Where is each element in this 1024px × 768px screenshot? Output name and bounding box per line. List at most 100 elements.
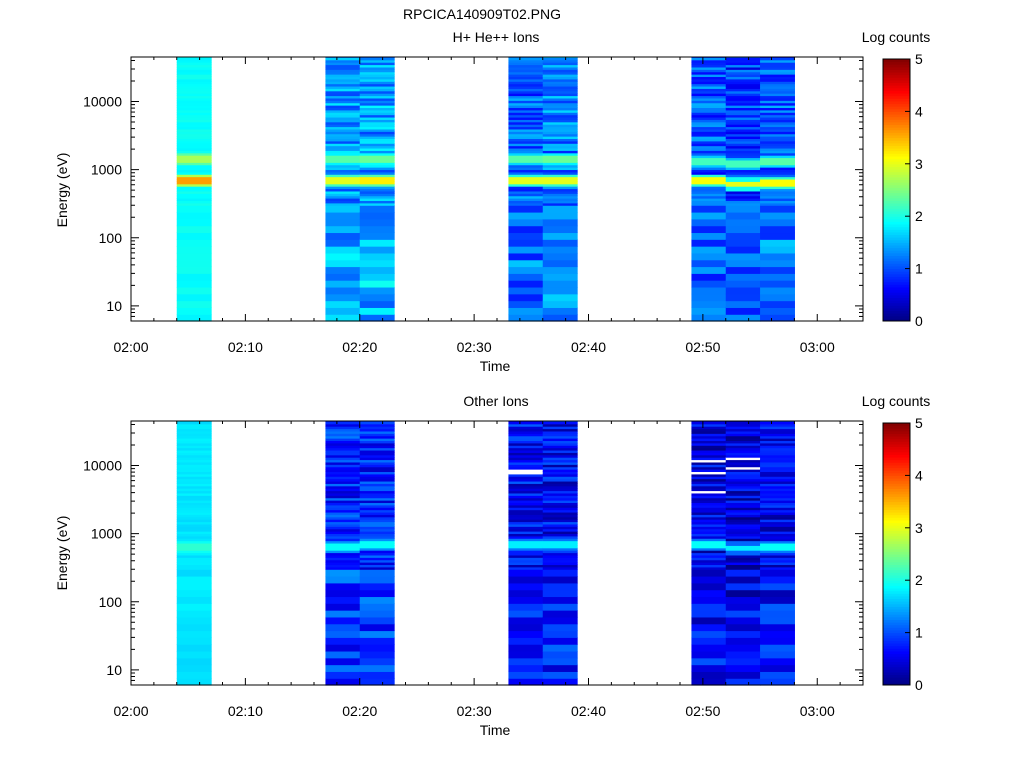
heatmap-cell bbox=[542, 293, 578, 302]
heatmap-cell bbox=[542, 473, 578, 477]
heatmap-cell bbox=[359, 183, 395, 187]
heatmap-cell bbox=[176, 535, 212, 539]
heatmap-cell bbox=[725, 225, 761, 234]
colorbar-swatch bbox=[883, 525, 910, 529]
heatmap-cell bbox=[691, 105, 727, 109]
heatmap-cell bbox=[725, 126, 761, 130]
colorbar-swatch bbox=[883, 197, 910, 201]
heatmap-cell bbox=[359, 136, 395, 140]
heatmap-cell bbox=[760, 603, 795, 611]
heatmap-cell bbox=[176, 502, 212, 506]
heatmap-cell bbox=[725, 495, 761, 499]
colorbar-swatch bbox=[883, 470, 910, 474]
heatmap-cell bbox=[760, 112, 795, 116]
heatmap-cell bbox=[725, 124, 761, 128]
colorbar-swatch bbox=[883, 161, 910, 165]
heatmap-cell bbox=[760, 542, 795, 546]
heatmap-cell bbox=[725, 74, 761, 78]
heatmap-cell bbox=[691, 78, 727, 82]
heatmap-cell bbox=[725, 531, 761, 535]
heatmap-cell bbox=[760, 535, 795, 539]
heatmap-cell bbox=[691, 511, 727, 515]
heatmap-cell bbox=[760, 502, 795, 506]
heatmap-cell bbox=[325, 102, 361, 106]
heatmap-cell bbox=[760, 480, 795, 484]
heatmap-cell bbox=[359, 162, 395, 166]
heatmap-cell bbox=[542, 64, 578, 68]
heatmap-cell bbox=[542, 671, 578, 679]
heatmap-cell bbox=[176, 552, 212, 556]
panel-other-ions: Other Ions Log counts Energy (eV) Time 0… bbox=[54, 393, 930, 738]
heatmap-cell bbox=[325, 147, 361, 151]
heatmap-cell bbox=[691, 293, 727, 302]
heatmap-cell bbox=[176, 200, 212, 204]
heatmap-cell bbox=[325, 616, 361, 625]
heatmap-cell bbox=[508, 589, 544, 598]
heatmap-cell bbox=[691, 464, 727, 468]
heatmap-cell bbox=[542, 121, 578, 125]
heatmap-cell bbox=[325, 193, 361, 197]
heatmap-cell bbox=[508, 232, 544, 240]
heatmap-cell bbox=[542, 478, 578, 482]
colorbar-swatch bbox=[883, 79, 910, 84]
heatmap-cell bbox=[508, 528, 544, 532]
colorbar-swatch bbox=[883, 179, 910, 183]
heatmap-cell bbox=[325, 202, 361, 206]
heatmap-cell bbox=[508, 95, 544, 99]
heatmap-cell bbox=[691, 476, 727, 480]
heatmap-cell bbox=[176, 183, 212, 187]
heatmap-cell bbox=[508, 71, 544, 75]
heatmap-cell bbox=[508, 190, 544, 194]
colorbar-swatch bbox=[883, 205, 910, 209]
heatmap-cell bbox=[542, 603, 578, 611]
colorbar-swatch bbox=[883, 111, 910, 115]
y-tick-label: 100 bbox=[99, 594, 123, 610]
colorbar-swatch bbox=[883, 302, 910, 306]
heatmap-cell bbox=[691, 190, 727, 194]
heatmap-cell bbox=[359, 610, 395, 618]
heatmap-cell bbox=[542, 155, 578, 159]
heatmap-cell bbox=[508, 485, 544, 489]
heatmap-cell bbox=[760, 293, 795, 302]
heatmap-cell bbox=[760, 88, 795, 92]
heatmap-cell bbox=[508, 447, 544, 451]
heatmap-cell bbox=[725, 623, 761, 632]
heatmap-cell bbox=[691, 162, 727, 166]
heatmap-cell bbox=[691, 88, 727, 92]
heatmap-cell bbox=[325, 85, 361, 89]
heatmap-cell bbox=[359, 630, 395, 638]
heatmap-cell bbox=[176, 445, 212, 449]
colorbar-swatch bbox=[883, 609, 910, 613]
heatmap-cell bbox=[725, 167, 761, 171]
heatmap-cell bbox=[691, 535, 727, 539]
heatmap-cell bbox=[760, 466, 795, 470]
heatmap-cell bbox=[760, 246, 795, 254]
heatmap-cell bbox=[359, 519, 395, 523]
heatmap-cell bbox=[176, 500, 212, 504]
heatmap-cell bbox=[725, 133, 761, 137]
heatmap-cell bbox=[725, 112, 761, 116]
heatmap-cell bbox=[325, 576, 361, 584]
heatmap-cell bbox=[691, 566, 727, 570]
heatmap-cell bbox=[176, 246, 212, 254]
heatmap-cell bbox=[760, 107, 795, 111]
heatmap-cell bbox=[508, 183, 544, 187]
colorbar-tick-label: 1 bbox=[915, 261, 923, 277]
colorbar-swatch bbox=[883, 543, 910, 547]
heatmap-cell bbox=[760, 143, 795, 147]
heatmap-cell bbox=[508, 480, 544, 484]
heatmap-cell bbox=[542, 181, 578, 185]
heatmap-cell bbox=[760, 140, 795, 144]
heatmap-cell bbox=[176, 95, 212, 99]
heatmap-cell bbox=[359, 483, 395, 487]
heatmap-cell bbox=[176, 145, 212, 149]
colorbar-label: Log counts bbox=[862, 393, 931, 409]
heatmap-cell bbox=[325, 195, 361, 199]
heatmap-cell bbox=[760, 526, 795, 530]
heatmap-cell bbox=[508, 664, 544, 672]
heatmap-cell bbox=[176, 550, 212, 554]
heatmap-cell bbox=[508, 293, 544, 302]
heatmap-cell bbox=[325, 452, 361, 456]
heatmap-cell bbox=[691, 205, 727, 213]
heatmap-cell bbox=[325, 143, 361, 147]
